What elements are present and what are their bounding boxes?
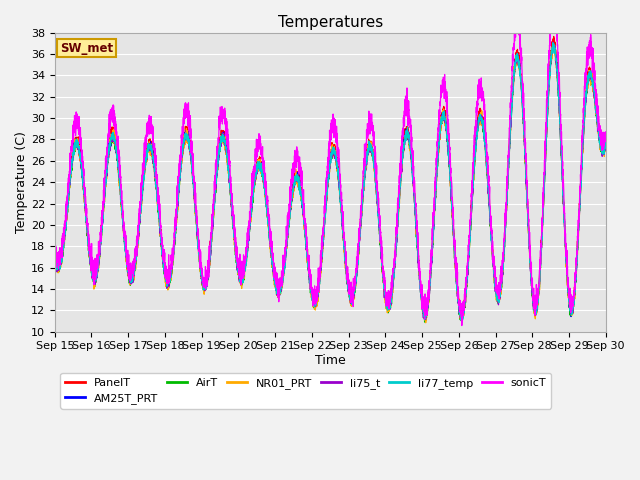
li77_temp bbox=[310, 301, 317, 307]
sonicT bbox=[513, 8, 520, 14]
li77_temp bbox=[423, 304, 431, 310]
sonicT bbox=[458, 323, 466, 328]
li75_t bbox=[602, 141, 609, 146]
li75_t bbox=[454, 293, 461, 299]
sonicT bbox=[602, 132, 609, 138]
li75_t bbox=[150, 160, 157, 166]
Line: sonicT: sonicT bbox=[55, 11, 605, 325]
AM25T_PRT bbox=[485, 199, 493, 204]
AM25T_PRT bbox=[458, 319, 466, 325]
sonicT bbox=[310, 288, 317, 293]
NR01_PRT bbox=[424, 306, 431, 312]
NR01_PRT bbox=[454, 295, 461, 301]
AirT bbox=[51, 259, 59, 264]
sonicT bbox=[51, 250, 59, 255]
AM25T_PRT bbox=[602, 142, 609, 147]
li77_temp bbox=[602, 136, 609, 142]
AM25T_PRT bbox=[602, 138, 609, 144]
AirT bbox=[454, 292, 461, 298]
AirT bbox=[421, 320, 429, 325]
PanelT bbox=[150, 153, 157, 158]
Line: li77_temp: li77_temp bbox=[55, 43, 605, 320]
AirT bbox=[485, 197, 493, 203]
sonicT bbox=[602, 129, 609, 134]
AirT bbox=[424, 308, 431, 313]
li75_t bbox=[602, 142, 609, 148]
PanelT bbox=[310, 293, 317, 299]
Line: NR01_PRT: NR01_PRT bbox=[55, 45, 605, 323]
li77_temp bbox=[454, 290, 461, 296]
NR01_PRT bbox=[602, 141, 609, 146]
AM25T_PRT bbox=[423, 309, 431, 314]
Line: PanelT: PanelT bbox=[55, 36, 605, 317]
Text: SW_met: SW_met bbox=[60, 42, 113, 55]
PanelT bbox=[550, 34, 557, 39]
li77_temp bbox=[51, 250, 59, 255]
PanelT bbox=[602, 142, 609, 148]
PanelT bbox=[454, 285, 461, 290]
PanelT bbox=[51, 252, 59, 258]
Title: Temperatures: Temperatures bbox=[278, 15, 383, 30]
li77_temp bbox=[457, 317, 465, 323]
li77_temp bbox=[549, 40, 557, 46]
NR01_PRT bbox=[422, 320, 429, 325]
AM25T_PRT bbox=[549, 40, 557, 46]
AM25T_PRT bbox=[454, 290, 461, 296]
AirT bbox=[549, 41, 557, 47]
AirT bbox=[602, 140, 609, 146]
PanelT bbox=[602, 138, 609, 144]
AirT bbox=[310, 298, 317, 303]
PanelT bbox=[485, 193, 493, 199]
sonicT bbox=[454, 289, 461, 295]
li75_t bbox=[485, 199, 493, 205]
Y-axis label: Temperature (C): Temperature (C) bbox=[15, 131, 28, 233]
PanelT bbox=[423, 303, 431, 309]
Line: AM25T_PRT: AM25T_PRT bbox=[55, 43, 605, 322]
AM25T_PRT bbox=[310, 300, 317, 305]
AirT bbox=[150, 163, 157, 169]
li75_t bbox=[458, 319, 465, 325]
Line: li75_t: li75_t bbox=[55, 42, 605, 322]
Line: AirT: AirT bbox=[55, 44, 605, 323]
NR01_PRT bbox=[485, 195, 493, 201]
li77_temp bbox=[602, 142, 609, 148]
sonicT bbox=[423, 300, 431, 306]
NR01_PRT bbox=[551, 42, 559, 48]
li75_t bbox=[51, 254, 59, 260]
PanelT bbox=[458, 314, 466, 320]
AM25T_PRT bbox=[51, 256, 59, 262]
li75_t bbox=[310, 300, 317, 306]
li77_temp bbox=[150, 161, 157, 167]
NR01_PRT bbox=[602, 142, 609, 147]
li77_temp bbox=[485, 195, 493, 201]
sonicT bbox=[485, 181, 493, 187]
AM25T_PRT bbox=[150, 160, 157, 166]
sonicT bbox=[150, 144, 157, 149]
Legend: PanelT, AM25T_PRT, AirT, NR01_PRT, li75_t, li77_temp, sonicT: PanelT, AM25T_PRT, AirT, NR01_PRT, li75_… bbox=[60, 373, 551, 408]
AirT bbox=[602, 144, 609, 150]
NR01_PRT bbox=[51, 261, 59, 266]
li75_t bbox=[549, 39, 557, 45]
NR01_PRT bbox=[310, 300, 317, 306]
li75_t bbox=[423, 307, 431, 312]
X-axis label: Time: Time bbox=[315, 354, 346, 367]
NR01_PRT bbox=[150, 157, 157, 163]
